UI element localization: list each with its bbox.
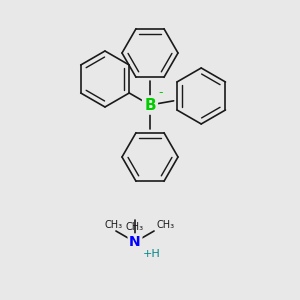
Text: -: - <box>158 86 163 99</box>
Text: +H: +H <box>143 249 161 259</box>
Text: CH₃: CH₃ <box>105 220 123 230</box>
Text: CH₃: CH₃ <box>156 220 174 230</box>
Text: N: N <box>129 235 141 249</box>
Text: B: B <box>144 98 156 112</box>
Text: CH₃: CH₃ <box>126 222 144 232</box>
